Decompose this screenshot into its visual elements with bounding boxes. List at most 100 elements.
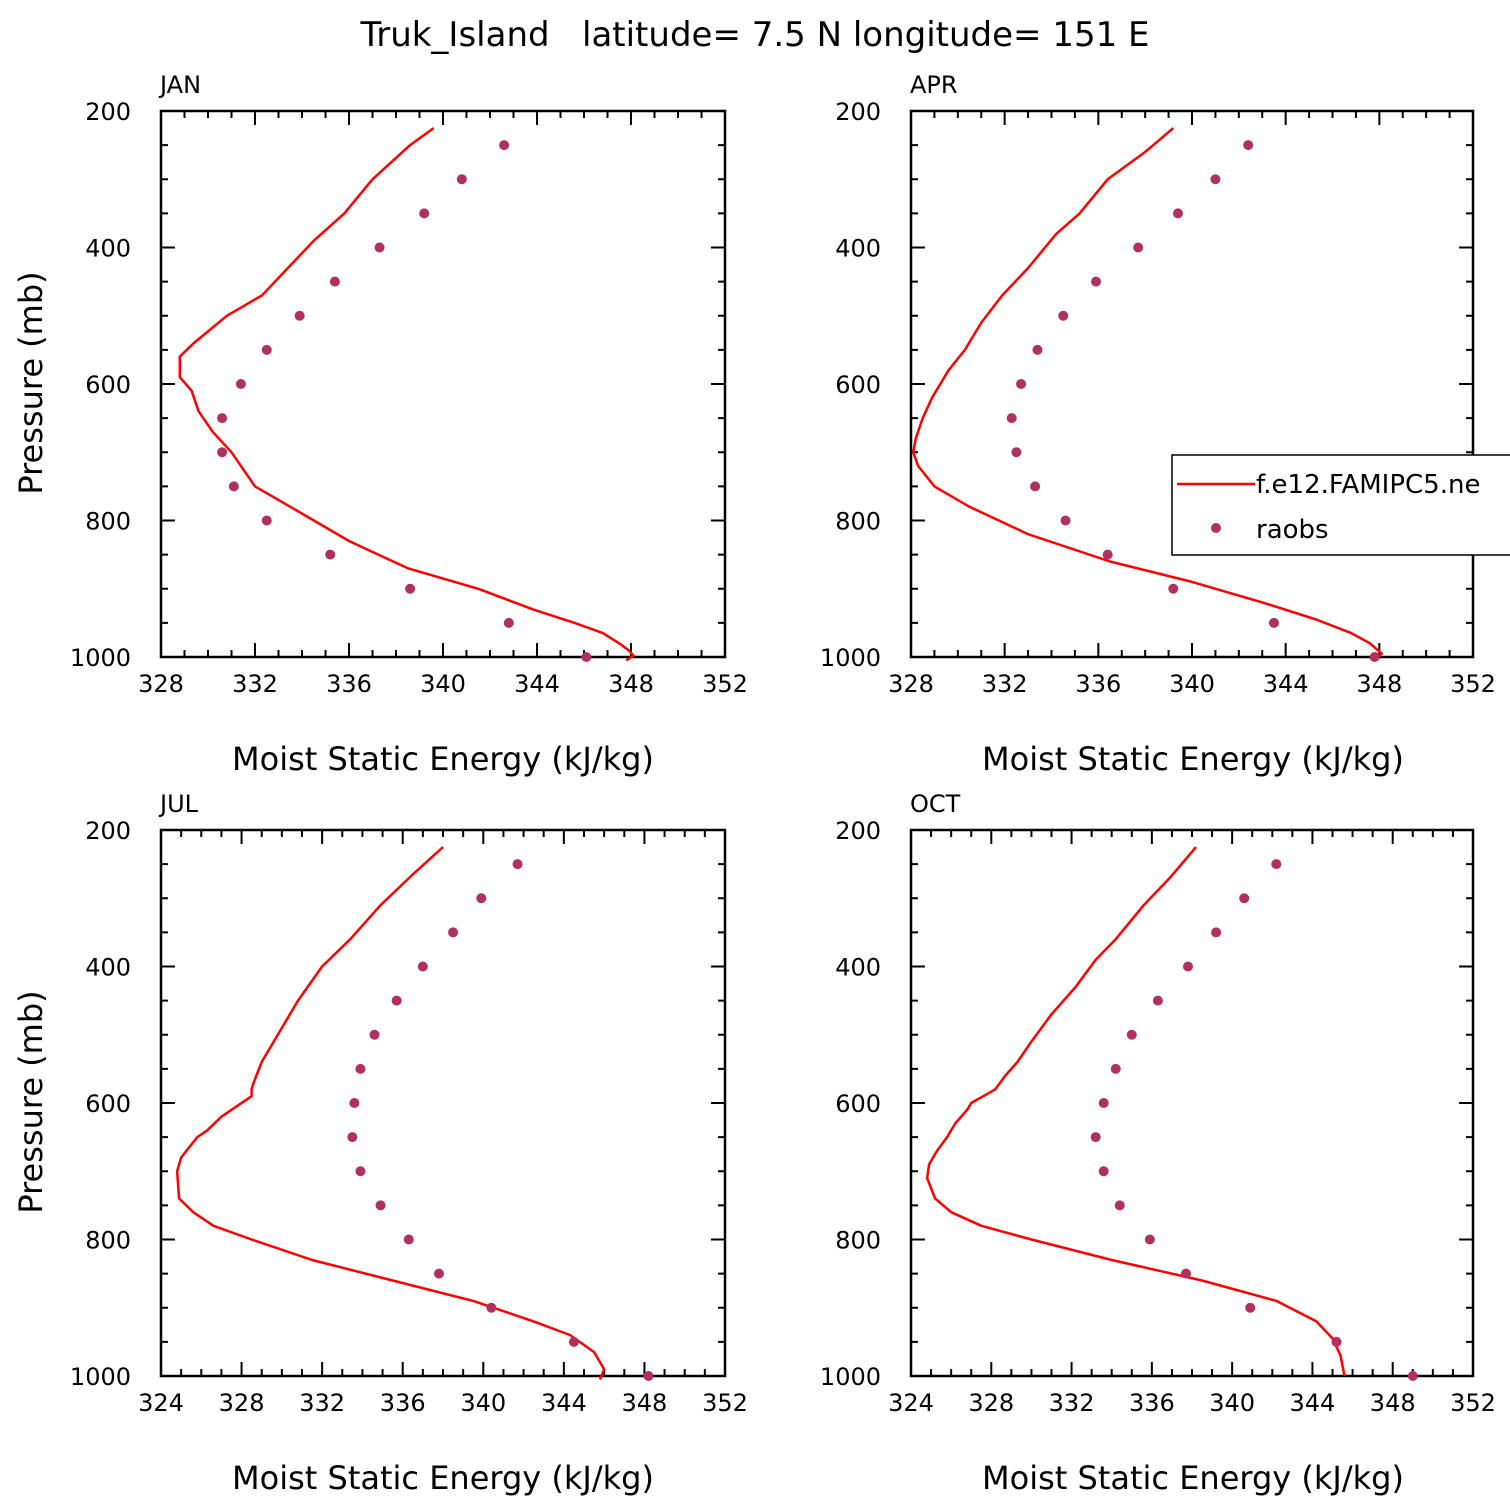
- raobs-point: [1102, 549, 1113, 560]
- raobs-point: [217, 447, 228, 458]
- x-tick-label: 352: [1450, 670, 1496, 698]
- raobs-point: [1114, 1200, 1125, 1211]
- chart-panel-jan: JAN Pressure (mb) Moist Static Energy (k…: [12, 71, 748, 778]
- raobs-point: [369, 1029, 380, 1040]
- raobs-point: [1211, 927, 1222, 938]
- panel-label: JUL: [158, 790, 199, 818]
- chart-panel-jul: JUL Pressure (mb) Moist Static Energy (k…: [12, 790, 748, 1497]
- raobs-point: [1016, 379, 1027, 389]
- raobs-point: [1060, 515, 1071, 526]
- raobs-point: [1110, 1063, 1121, 1074]
- x-tick-label: 348: [1356, 670, 1402, 698]
- raobs-point: [1182, 961, 1193, 972]
- x-tick-label: 340: [1169, 670, 1215, 698]
- legend-label-raobs: raobs: [1256, 515, 1329, 545]
- raobs-point: [1180, 1268, 1191, 1279]
- y-tick-label: 400: [85, 235, 131, 263]
- chart-panel-oct: OCT Moist Static Energy (kJ/kg) 324 328 33…: [820, 790, 1496, 1497]
- raobs-point: [643, 1371, 654, 1381]
- raobs-point: [375, 1200, 386, 1211]
- x-axis-label: Moist Static Energy (kJ/kg): [982, 740, 1404, 778]
- raobs-point: [1271, 859, 1282, 870]
- x-axis-label: Moist Static Energy (kJ/kg): [232, 740, 654, 778]
- x-tick-label: 352: [702, 1389, 748, 1417]
- x-tick-label: 324: [888, 1389, 934, 1417]
- raobs-point: [1152, 995, 1163, 1006]
- raobs-point: [347, 1132, 358, 1143]
- x-tick-label: 344: [1290, 1389, 1336, 1417]
- raobs-point: [261, 344, 272, 355]
- x-axis-label: Moist Static Energy (kJ/kg): [232, 1459, 654, 1497]
- figure-title: Truk_Island latitude= 7.5 N longitude= 1…: [359, 15, 1149, 55]
- raobs-point: [228, 481, 239, 492]
- y-tick-label: 400: [835, 954, 881, 982]
- raobs-point: [1098, 1098, 1109, 1108]
- x-axis-label: Moist Static Energy (kJ/kg): [982, 1459, 1404, 1497]
- x-tick-label: 352: [702, 670, 748, 698]
- raobs-point: [1011, 447, 1022, 458]
- raobs-point: [476, 893, 487, 904]
- raobs-point: [1090, 1132, 1101, 1143]
- raobs-point: [499, 140, 510, 151]
- legend-marker-swatch: [1211, 523, 1221, 533]
- y-tick-label: 1000: [70, 1363, 131, 1391]
- x-tick-label: 332: [299, 1389, 345, 1417]
- raobs-point: [486, 1302, 497, 1313]
- y-axis-label: Pressure (mb): [12, 990, 50, 1213]
- raobs-point: [261, 515, 272, 526]
- y-tick-label: 800: [835, 508, 881, 536]
- y-tick-label: 600: [85, 1090, 131, 1118]
- raobs-point: [1245, 1302, 1256, 1313]
- y-tick-label: 600: [835, 371, 881, 399]
- raobs-point: [581, 652, 592, 662]
- x-tick-label: 344: [514, 670, 560, 698]
- raobs-point: [355, 1166, 366, 1177]
- x-tick-label: 340: [460, 1389, 506, 1417]
- raobs-point: [1098, 1166, 1109, 1177]
- x-tick-label: 348: [1370, 1389, 1416, 1417]
- x-tick-label: 336: [326, 670, 372, 698]
- raobs-point: [1331, 1336, 1342, 1347]
- y-tick-label: 800: [835, 1227, 881, 1255]
- raobs-point: [355, 1063, 366, 1074]
- raobs-point: [1032, 344, 1043, 355]
- raobs-point: [1144, 1234, 1155, 1245]
- y-tick-label: 400: [835, 235, 881, 263]
- y-tick-label: 200: [835, 98, 881, 126]
- raobs-point: [374, 242, 385, 253]
- legend: f.e12.FAMIPC5.ne raobs: [1171, 454, 1510, 556]
- x-tick-label: 336: [380, 1389, 426, 1417]
- raobs-point: [1239, 893, 1250, 904]
- model-series-line: [912, 127, 1383, 660]
- panel-label: OCT: [910, 790, 961, 818]
- raobs-point: [391, 995, 402, 1006]
- x-tick-label: 328: [138, 670, 184, 698]
- x-tick-label: 340: [1209, 1389, 1255, 1417]
- raobs-point: [349, 1098, 360, 1108]
- raobs-point: [456, 174, 467, 185]
- plot-frame: [909, 828, 1475, 1378]
- raobs-point: [403, 1234, 414, 1245]
- raobs-point: [329, 276, 340, 287]
- raobs-point: [1407, 1371, 1418, 1381]
- x-tick-label: 328: [968, 1389, 1014, 1417]
- raobs-point: [417, 961, 428, 972]
- y-tick-label: 800: [85, 1227, 131, 1255]
- x-tick-label: 352: [1450, 1389, 1496, 1417]
- x-tick-label: 348: [622, 1389, 668, 1417]
- raobs-point: [1243, 140, 1254, 151]
- raobs-point: [1268, 617, 1279, 628]
- y-tick-label: 800: [85, 508, 131, 536]
- raobs-point: [325, 549, 336, 560]
- y-tick-label: 400: [85, 954, 131, 982]
- x-tick-label: 336: [1075, 670, 1121, 698]
- raobs-point: [1058, 310, 1069, 321]
- raobs-point: [1168, 583, 1179, 594]
- x-tick-label: 328: [888, 670, 934, 698]
- y-tick-label: 1000: [70, 644, 131, 672]
- raobs-point: [1030, 481, 1041, 492]
- x-tick-label: 348: [608, 670, 654, 698]
- panel-label: APR: [910, 71, 958, 99]
- legend-box: [1171, 454, 1510, 556]
